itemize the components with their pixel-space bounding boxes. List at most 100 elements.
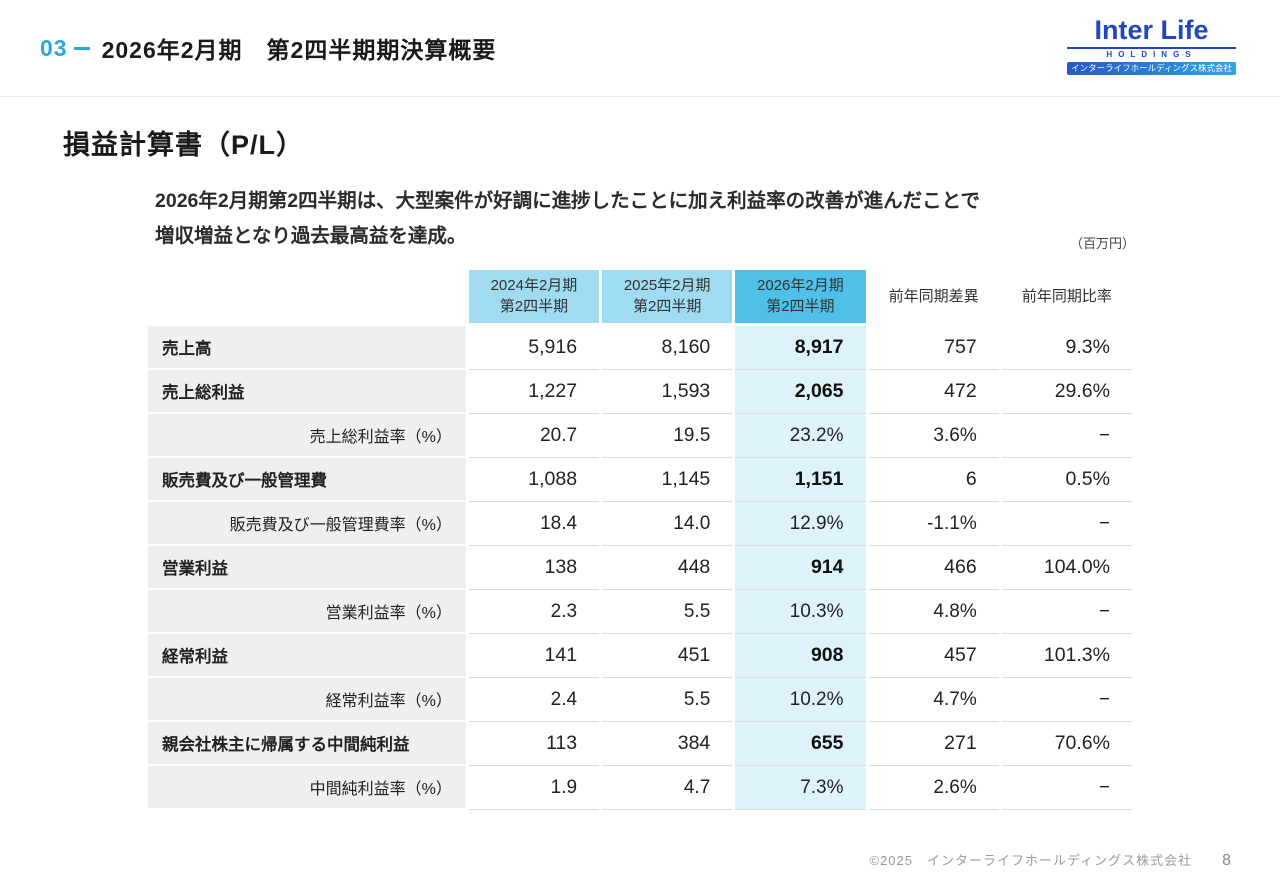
value-cell: 20.7 [468,414,600,459]
lead-line1: 2026年2月期第2四半期は、大型案件が好調に進捗したことに加え利益率の改善が進… [155,190,980,212]
value-cell: 18.4 [468,502,600,547]
value-cell: 10.3% [735,590,866,635]
value-cell: 4.7 [602,766,733,811]
logo-holdings-text: HOLDINGS [1067,47,1236,59]
value-cell: − [1001,502,1132,547]
value-cell: 466 [868,546,999,591]
value-cell: 451 [602,634,733,679]
value-cell: 0.5% [1001,458,1132,503]
value-cell: 8,917 [735,326,866,371]
value-cell: -1.1% [868,502,999,547]
value-cell: 655 [735,722,866,767]
footer-copyright: ©2025 インターライフホールディングス株式会社 [869,853,1193,868]
table-row: 営業利益率（%） 2.3 5.5 10.3% 4.8% − [148,590,1132,635]
slide-header: 03 2026年2月期 第2四半期期決算概要 Inter Life HOLDIN… [0,0,1280,97]
value-cell: 6 [868,458,999,503]
value-cell: 1.9 [468,766,600,811]
row-label: 売上総利益率（%） [148,414,466,459]
lead-text: 2026年2月期第2四半期は、大型案件が好調に進捗したことに加え利益率の改善が進… [155,184,1135,254]
table-row: 販売費及び一般管理費率（%） 18.4 14.0 12.9% -1.1% − [148,502,1132,547]
value-cell: 19.5 [602,414,733,459]
value-cell: 3.6% [868,414,999,459]
value-cell: 908 [735,634,866,679]
value-cell: 1,227 [468,370,600,415]
logo-brand-text: Inter Life [1094,15,1209,46]
row-label: 経常利益率（%） [148,678,466,723]
row-label: 販売費及び一般管理費率（%） [148,502,466,547]
row-label: 売上総利益 [148,370,466,415]
logo-company-name: インターライフホールディングス株式会社 [1067,62,1236,75]
table-row: 売上総利益 1,227 1,593 2,065 472 29.6% [148,370,1132,415]
value-cell: 757 [868,326,999,371]
value-cell: 9.3% [1001,326,1132,371]
value-cell: 14.0 [602,502,733,547]
value-cell: − [1001,414,1132,459]
row-label: 親会社株主に帰属する中間純利益 [148,722,466,767]
table-row: 経常利益 141 451 908 457 101.3% [148,634,1132,679]
row-label: 売上高 [148,326,466,371]
value-cell: 101.3% [1001,634,1132,679]
value-cell: − [1001,678,1132,723]
value-cell: 4.8% [868,590,999,635]
value-cell: 1,593 [602,370,733,415]
company-logo: Inter Life HOLDINGS インターライフホールディングス株式会社 [1067,17,1236,75]
value-cell: 4.7% [868,678,999,723]
column-header: 2024年2月期 第2四半期 [468,270,600,327]
header-blank-cell [148,270,466,327]
table-row: 営業利益 138 448 914 466 104.0% [148,546,1132,591]
value-cell: 12.9% [735,502,866,547]
table-row: 売上高 5,916 8,160 8,917 757 9.3% [148,326,1132,371]
value-cell: 448 [602,546,733,591]
value-cell: 23.2% [735,414,866,459]
table-row: 販売費及び一般管理費 1,088 1,145 1,151 6 0.5% [148,458,1132,503]
value-cell: 113 [468,722,600,767]
row-label: 営業利益 [148,546,466,591]
table-row: 親会社株主に帰属する中間純利益 113 384 655 271 70.6% [148,722,1132,767]
table-header: 2024年2月期 第2四半期 2025年2月期 第2四半期 2026年2月期 第2四半期前… [148,270,1132,327]
value-cell: − [1001,590,1132,635]
value-cell: 2.3 [468,590,600,635]
value-cell: 2,065 [735,370,866,415]
value-cell: 1,088 [468,458,600,503]
value-cell: 7.3% [735,766,866,811]
value-cell: 10.2% [735,678,866,723]
value-cell: 70.6% [1001,722,1132,767]
lead-line2: 増収増益となり過去最高益を達成。 [155,225,467,248]
header-title: 2026年2月期 第2四半期期決算概要 [101,37,497,63]
column-header: 2025年2月期 第2四半期 [602,270,733,327]
content-area: 2026年2月期第2四半期は、大型案件が好調に進捗したことに加え利益率の改善が進… [145,184,1135,811]
row-label: 中間純利益率（%） [148,766,466,811]
row-label: 営業利益率（%） [148,590,466,635]
value-cell: 5.5 [602,590,733,635]
row-label: 経常利益 [148,634,466,679]
value-cell: 104.0% [1001,546,1132,591]
lead-wrap: 2026年2月期第2四半期は、大型案件が好調に進捗したことに加え利益率の改善が進… [145,184,1135,260]
value-cell: 141 [468,634,600,679]
column-header: 前年同期差異 [868,270,999,327]
table-row: 売上総利益率（%） 20.7 19.5 23.2% 3.6% − [148,414,1132,459]
column-header: 2026年2月期 第2四半期 [735,270,866,327]
page-title: 損益計算書（P/L） [63,130,305,160]
value-cell: 914 [735,546,866,591]
slide-footer: ©2025 インターライフホールディングス株式会社 8 [870,850,1233,870]
value-cell: 384 [602,722,733,767]
value-cell: 271 [868,722,999,767]
value-cell: 1,151 [735,458,866,503]
value-cell: 2.4 [468,678,600,723]
value-cell: 5,916 [468,326,600,371]
pl-table: 2024年2月期 第2四半期 2025年2月期 第2四半期 2026年2月期 第2四半期前… [145,270,1135,811]
section-dash [73,46,90,50]
column-header: 前年同期比率 [1001,270,1132,327]
value-cell: 138 [468,546,600,591]
page-number: 8 [1222,852,1232,869]
value-cell: 29.6% [1001,370,1132,415]
value-cell: 1,145 [602,458,733,503]
value-cell: 457 [868,634,999,679]
section-number: 03 [40,34,68,61]
value-cell: 5.5 [602,678,733,723]
unit-note: （百万円） [1069,236,1135,252]
value-cell: 2.6% [868,766,999,811]
table-row: 経常利益率（%） 2.4 5.5 10.2% 4.7% − [148,678,1132,723]
value-cell: 472 [868,370,999,415]
